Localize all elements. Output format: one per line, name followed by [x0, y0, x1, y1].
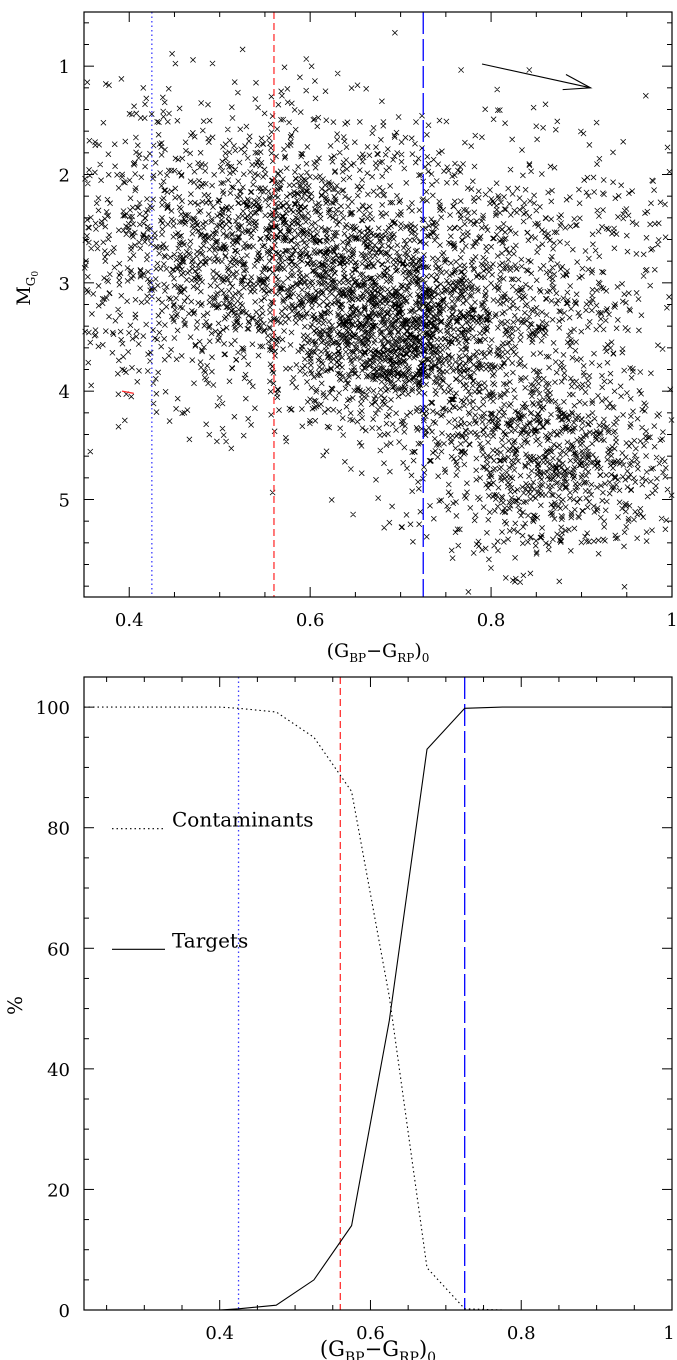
y-tick-label: 100	[36, 698, 70, 719]
percent-y-axis-label: %	[3, 996, 27, 1015]
y-tick-label: 2	[59, 166, 70, 187]
series-targets-line	[84, 706, 672, 1311]
x-tick-label: 0.4	[115, 610, 144, 631]
scatter-markers	[81, 29, 675, 595]
percent-series	[84, 706, 672, 1311]
y-tick-label: 80	[47, 819, 70, 840]
y-tick-label: 20	[47, 1180, 70, 1201]
cmd-y-axis-label: MG0	[13, 271, 41, 306]
x-tick-label: 0.6	[356, 1323, 385, 1344]
cmd-annotations	[121, 63, 593, 394]
y-tick-label: 60	[47, 939, 70, 960]
x-tick-label: 1	[666, 610, 677, 631]
percent-panel: Contaminants Targets 0.4 0.6 0.8 1 0 20 40 60 80 1…	[3, 676, 675, 1360]
x-tick-label: 0.8	[507, 1323, 536, 1344]
red-error-tick	[121, 390, 134, 394]
cmd-ticks: 0.4 0.6 0.8 1 1 2 3 4 5	[59, 12, 677, 631]
cmd-color-cuts	[151, 12, 424, 597]
legend: Contaminants Targets	[112, 808, 314, 952]
reddening-arrowhead	[562, 74, 593, 91]
percent-frame	[83, 676, 673, 1311]
legend-label-contaminants: Contaminants	[172, 808, 314, 832]
x-tick-label: 1	[663, 1323, 674, 1344]
y-tick-label: 3	[59, 274, 70, 295]
legend-label-targets: Targets	[172, 928, 248, 952]
y-tick-label: 5	[59, 491, 70, 512]
cmd-x-axis-label: (GBP−GRP)0	[327, 640, 430, 665]
y-tick-label: 0	[59, 1301, 70, 1322]
y-tick-label: 40	[47, 1060, 70, 1081]
percent-x-axis-label: (GBP−GRP)0	[320, 1337, 436, 1360]
series-contaminants-line	[84, 706, 672, 1311]
y-tick-label: 1	[59, 57, 70, 78]
x-tick-label: 0.6	[296, 610, 325, 631]
reddening-arrow	[481, 63, 591, 89]
percent-ticks: 0.4 0.6 0.8 1 0 20 40 60 80 100	[36, 677, 675, 1344]
x-tick-label: 0.4	[205, 1323, 234, 1344]
cmd-points	[81, 29, 675, 595]
x-tick-label: 0.8	[477, 610, 506, 631]
y-tick-label: 4	[59, 382, 70, 403]
percent-color-cuts	[237, 677, 466, 1310]
cmd-panel: 0.4 0.6 0.8 1 1 2 3 4 5 (GBP−GRP)0 MG0	[13, 11, 677, 665]
